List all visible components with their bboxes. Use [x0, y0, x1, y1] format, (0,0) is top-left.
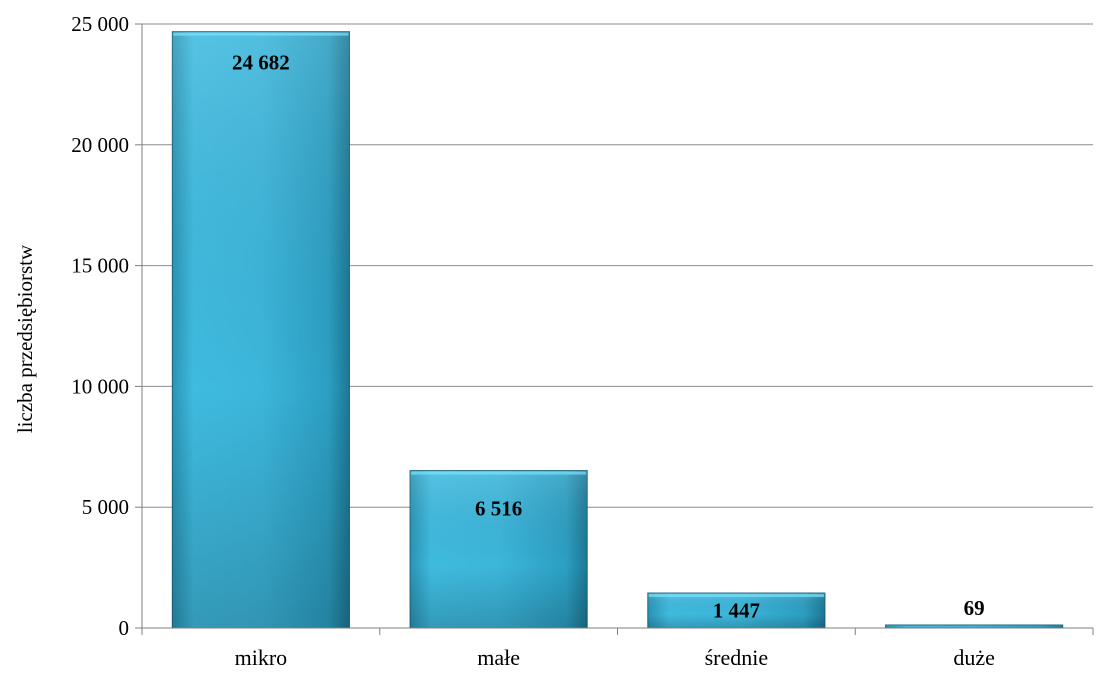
bar-highlight [411, 471, 587, 475]
data-label: 24 682 [232, 51, 290, 75]
y-tick-label: 20 000 [71, 133, 129, 157]
bars [171, 31, 1064, 629]
x-tick-label: małe [477, 645, 520, 670]
axes [135, 23, 1094, 635]
y-tick-label: 10 000 [71, 374, 129, 398]
x-tick-label: duże [953, 645, 995, 670]
bar-shade [410, 470, 588, 628]
bar-highlight [173, 32, 349, 36]
bar-shade [885, 625, 1063, 628]
y-tick-label: 15 000 [71, 254, 129, 278]
bar [409, 470, 588, 629]
bar [171, 31, 350, 629]
labels: 0 5 000 10 000 15 000 20 000 25 000 24 682 mikr… [71, 12, 995, 670]
bar-shade [172, 31, 350, 629]
x-tick-label: mikro [235, 645, 288, 670]
x-tick-label: średnie [705, 645, 769, 670]
y-tick-label: 0 [119, 616, 130, 640]
bar-shade [647, 593, 825, 628]
y-tick-label: 5 000 [82, 495, 129, 519]
data-label: 1 447 [713, 599, 760, 623]
data-label: 6 516 [475, 497, 522, 521]
y-axis-label: liczba przedsiębiorstw [13, 244, 37, 433]
data-label: 69 [964, 596, 985, 620]
bar-highlight [648, 594, 824, 598]
bar [647, 592, 826, 629]
y-tick-label: 25 000 [71, 12, 129, 36]
